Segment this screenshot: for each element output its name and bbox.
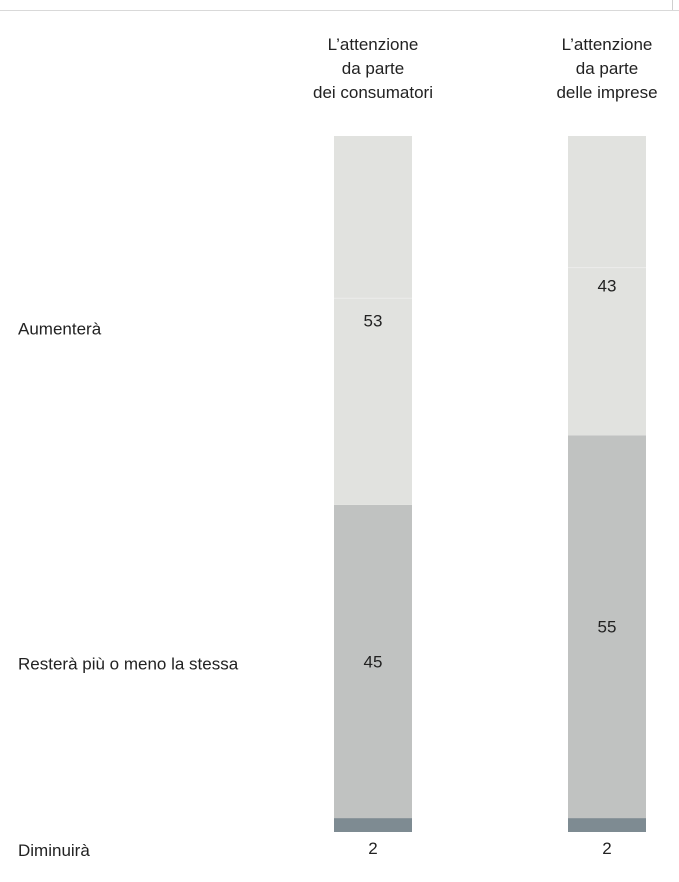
bar-segment bbox=[568, 818, 646, 832]
bar-segment bbox=[568, 136, 646, 436]
data-label: 43 bbox=[598, 277, 617, 296]
data-label: 53 bbox=[364, 311, 383, 330]
row-label: Diminuirà bbox=[18, 841, 90, 860]
column-header-line: delle imprese bbox=[556, 83, 657, 102]
bar-segment bbox=[568, 435, 646, 819]
row-label: Resterà più o meno la stessa bbox=[18, 654, 239, 673]
column-header-line: da parte bbox=[576, 59, 638, 78]
data-label: 2 bbox=[368, 839, 377, 858]
bar-segment bbox=[334, 136, 412, 505]
data-label: 45 bbox=[364, 652, 383, 671]
data-label: 55 bbox=[598, 618, 617, 637]
row-label: Aumenterà bbox=[18, 319, 102, 338]
column-header-line: L’attenzione bbox=[562, 35, 653, 54]
data-label: 2 bbox=[602, 839, 611, 858]
top-rule bbox=[0, 10, 679, 11]
column-header-line: da parte bbox=[342, 59, 404, 78]
bar-segment bbox=[334, 818, 412, 832]
column-header-line: dei consumatori bbox=[313, 83, 433, 102]
column-header-line: L’attenzione bbox=[328, 35, 419, 54]
corner-mark bbox=[664, 0, 673, 10]
bar-segment bbox=[334, 504, 412, 819]
